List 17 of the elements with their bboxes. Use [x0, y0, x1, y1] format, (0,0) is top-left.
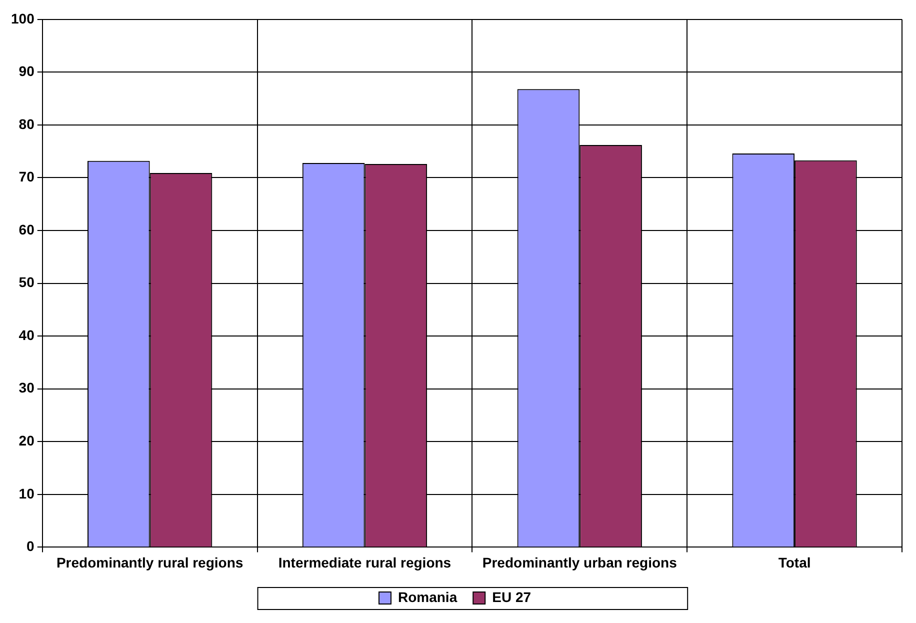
legend-label: EU 27 — [492, 588, 532, 605]
y-tick-label: 40 — [18, 326, 35, 343]
x-tick-label: Predominantly rural regions — [56, 554, 244, 570]
y-tick-label: 20 — [18, 432, 35, 448]
y-tick-label: 50 — [18, 274, 35, 290]
x-tick-label: Total — [778, 554, 811, 570]
y-tick-label: 0 — [26, 538, 35, 554]
x-tick-label: Intermediate rural regions — [278, 554, 452, 570]
y-tick-label: 10 — [18, 485, 35, 502]
x-tick-label: Predominantly urban regions — [482, 554, 678, 570]
y-tick-label: 90 — [18, 63, 35, 80]
y-tick-label: 30 — [18, 380, 35, 396]
y-tick-label: 80 — [18, 116, 35, 132]
legend-label: Romania — [398, 588, 458, 605]
y-tick-label: 100 — [11, 10, 35, 26]
y-tick-label: 70 — [18, 168, 35, 185]
y-tick-label: 60 — [18, 221, 35, 238]
